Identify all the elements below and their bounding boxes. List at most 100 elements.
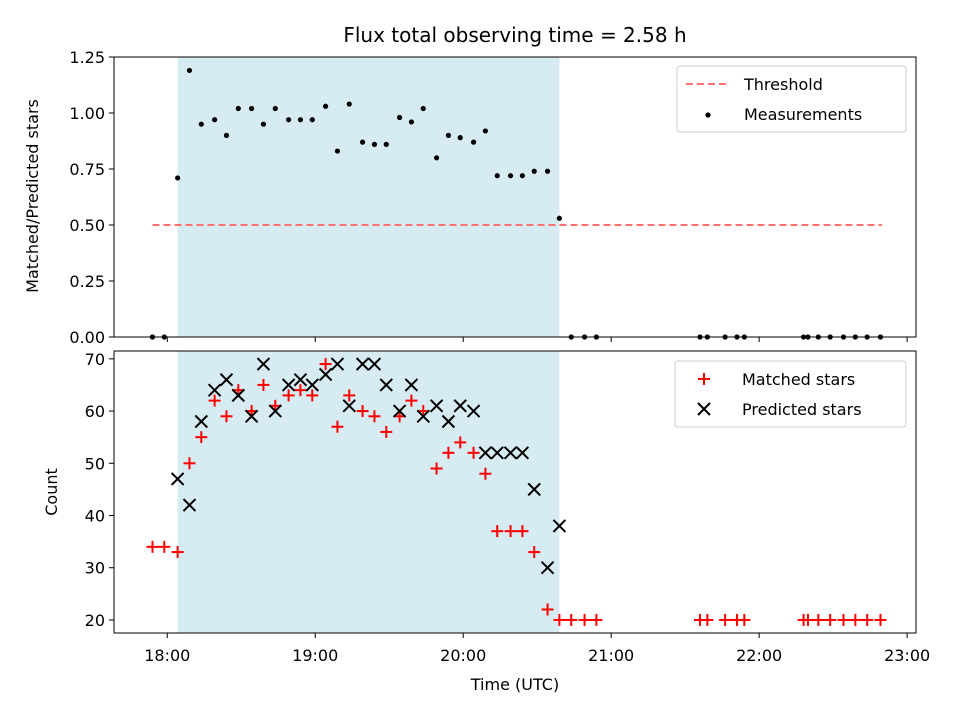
matched-star-point — [171, 546, 184, 559]
measurement-point — [408, 119, 415, 125]
measurement-point — [457, 135, 463, 141]
measurement-point — [482, 128, 489, 134]
measurement-point — [359, 139, 366, 145]
matched-star-point — [195, 431, 208, 444]
predicted-star-point — [355, 357, 370, 371]
matched-star-point — [565, 613, 578, 626]
predicted-star-point — [194, 414, 209, 429]
predicted-star-point-b — [478, 446, 493, 460]
matched-star-point — [738, 613, 751, 626]
matched-star-point — [590, 613, 603, 626]
y-tick-label: 30 — [85, 559, 105, 578]
predicted-star-point-b — [503, 446, 518, 460]
predicted-star-point — [293, 373, 308, 387]
measurement-point — [249, 105, 255, 112]
predicted-star-point — [219, 373, 234, 387]
matched-star-point — [528, 546, 541, 559]
predicted-star-point-b — [330, 357, 345, 371]
ratio-panel: 0.00 0.25 0.50 0.75 1.00 1.25 — [69, 48, 917, 347]
predicted-star-point-b — [219, 373, 234, 387]
legend-matched-label: Matched stars — [742, 370, 855, 389]
count-y-axis-label: Count — [42, 468, 61, 516]
predicted-star-point — [416, 409, 430, 423]
predicted-star-point — [268, 404, 282, 418]
matched-star-point — [491, 525, 504, 538]
time-x-axis-label: Time (UTC) — [470, 675, 559, 694]
matched-star-point — [208, 394, 221, 407]
y-tick-label: 0.00 — [69, 328, 105, 347]
measurement-point — [420, 105, 426, 112]
matched-star-point — [183, 457, 196, 470]
matched-star-point — [306, 389, 319, 402]
predicted-star-point-b — [552, 519, 567, 533]
matched-star-point — [874, 613, 887, 626]
predicted-star-point — [231, 388, 246, 403]
measurement-point — [272, 105, 278, 112]
matched-star-point — [541, 603, 554, 616]
matched-star-point — [837, 613, 850, 626]
measurement-point — [519, 173, 525, 179]
predicted-star-point — [318, 367, 333, 382]
measurement-point — [322, 103, 329, 109]
measurement-point — [334, 148, 341, 154]
x-tick-label: 20:00 — [440, 646, 486, 665]
y-tick-label: 0.75 — [69, 160, 105, 179]
predicted-star-point-b — [453, 399, 467, 413]
predicted-star-point-b — [244, 409, 259, 423]
matched-star-point — [220, 410, 233, 423]
x-tick-label: 19:00 — [292, 646, 338, 665]
predicted-star-point-b — [268, 404, 282, 418]
predicted-star-point — [305, 378, 319, 392]
matched-star-point — [430, 462, 443, 475]
matched-star-point — [380, 425, 393, 438]
predicted-star-point-b — [231, 388, 246, 403]
measurement-point — [396, 114, 403, 121]
matched-star-point — [701, 613, 714, 626]
legend-frame — [674, 360, 907, 428]
measurement-point — [507, 173, 514, 179]
predicted-star-point — [503, 446, 518, 460]
measurement-point — [286, 117, 292, 123]
matched-star-point — [719, 613, 732, 626]
chart-title: Flux total observing time = 2.58 h — [343, 23, 686, 47]
matched-star-point — [146, 540, 159, 553]
y-tick-label: 40 — [85, 507, 105, 526]
ratio-legend: Threshold Measurements — [676, 65, 907, 133]
predicted-star-point-b — [429, 399, 444, 413]
predicted-star-point-b — [256, 357, 271, 371]
measurement-point — [445, 132, 452, 138]
predicted-star-point — [281, 378, 296, 392]
predicted-star-point-b — [281, 378, 296, 392]
predicted-star-point-b — [194, 414, 209, 429]
count-panel: 20 30 40 50 60 70 18:00 19:00 20:00 21:00 22:00 23:… — [85, 350, 931, 665]
predicted-star-point-b — [527, 482, 541, 497]
predicted-star-point — [478, 446, 493, 460]
predicted-star-point — [429, 399, 444, 413]
measurement-point — [433, 155, 440, 161]
y-tick-label: 20 — [85, 611, 105, 630]
measurement-point — [223, 132, 230, 138]
matched-star-point — [331, 420, 344, 433]
matched-star-point — [454, 436, 467, 449]
predicted-star-point-b — [170, 472, 185, 486]
observing-window-band — [177, 57, 560, 337]
predicted-star-point — [527, 482, 541, 497]
measurement-point — [235, 105, 241, 112]
matched-star-point — [158, 540, 171, 553]
measurement-point — [556, 215, 562, 221]
y-tick-label: 50 — [85, 454, 105, 473]
predicted-star-point-b — [392, 404, 407, 418]
y-tick-label: 1.25 — [69, 48, 105, 67]
legend-predicted-swatch — [697, 402, 711, 416]
measurement-point — [470, 139, 477, 145]
matched-star-point — [442, 446, 455, 459]
predicted-star-point — [379, 378, 393, 392]
predicted-star-point-b — [318, 367, 333, 382]
y-tick-label: 70 — [85, 350, 105, 369]
predicted-star-point-b — [182, 498, 197, 512]
predicted-star-point — [490, 446, 504, 460]
x-tick-label: 21:00 — [588, 646, 634, 665]
predicted-star-point — [404, 378, 419, 392]
predicted-star-point — [441, 414, 456, 429]
measurement-point — [297, 117, 304, 123]
